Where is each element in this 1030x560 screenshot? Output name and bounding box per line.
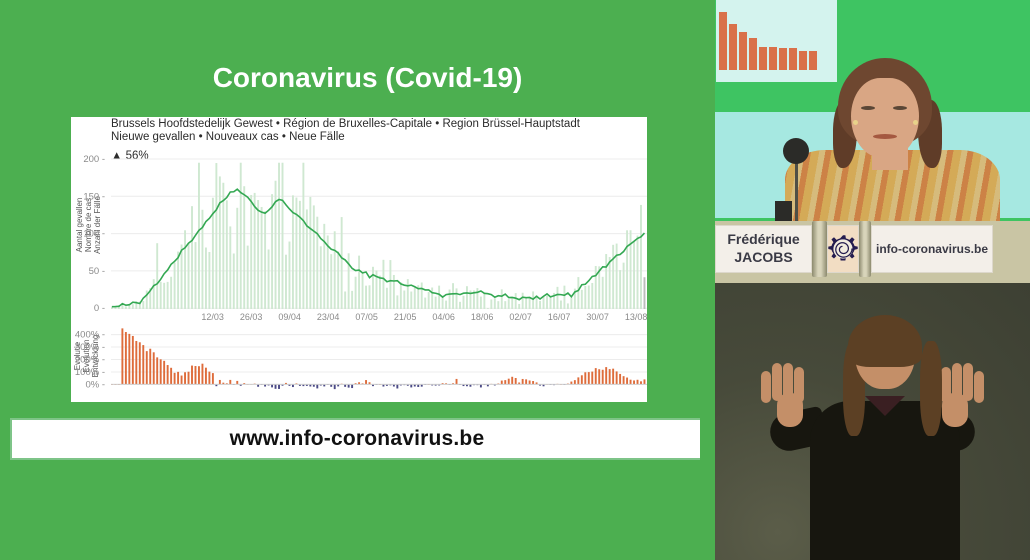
svg-text:50 -: 50 - bbox=[89, 266, 105, 277]
svg-text:300% -: 300% - bbox=[75, 342, 105, 353]
svg-text:0 -: 0 - bbox=[94, 303, 105, 314]
svg-text:04/06: 04/06 bbox=[432, 312, 455, 322]
svg-text:200 -: 200 - bbox=[83, 154, 105, 165]
svg-text:21/05: 21/05 bbox=[394, 312, 417, 322]
svg-text:23/04: 23/04 bbox=[317, 312, 340, 322]
svg-text:18/06: 18/06 bbox=[471, 312, 494, 322]
svg-text:02/07: 02/07 bbox=[509, 312, 532, 322]
svg-text:0% -: 0% - bbox=[85, 379, 105, 390]
svg-text:13/08: 13/08 bbox=[625, 312, 647, 322]
svg-text:07/05: 07/05 bbox=[355, 312, 378, 322]
svg-text:100% -: 100% - bbox=[75, 367, 105, 378]
svg-text:30/07: 30/07 bbox=[586, 312, 609, 322]
svg-text:400% -: 400% - bbox=[75, 330, 105, 341]
svg-text:16/07: 16/07 bbox=[548, 312, 571, 322]
svg-text:09/04: 09/04 bbox=[278, 312, 301, 322]
svg-text:150 -: 150 - bbox=[83, 191, 105, 202]
svg-text:100 -: 100 - bbox=[83, 229, 105, 240]
svg-text:200% -: 200% - bbox=[75, 355, 105, 366]
svg-text:26/03: 26/03 bbox=[240, 312, 263, 322]
svg-text:12/03: 12/03 bbox=[201, 312, 224, 322]
